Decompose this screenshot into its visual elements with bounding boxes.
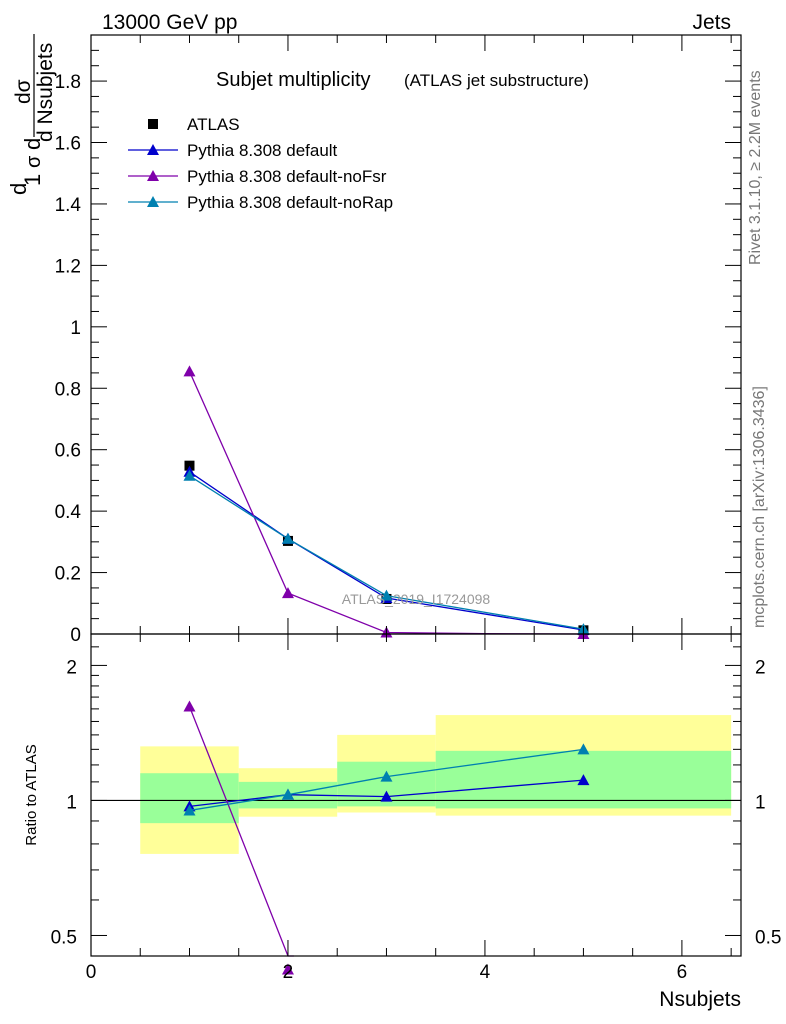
- uncertainty-band-inner: [140, 773, 239, 824]
- ylabel-denominator: d Nsubjets: [34, 43, 57, 142]
- x-axis-label: Nsubjets: [659, 988, 741, 1011]
- main-y-axis-label: d 1 σ d dσ d Nsubjets: [6, 34, 57, 195]
- ratio-data-point: [577, 774, 590, 786]
- ratio-data-point: [183, 700, 196, 712]
- legend-marker: [147, 170, 159, 181]
- legend-label: ATLAS: [187, 115, 240, 134]
- header-left: 13000 GeV pp: [102, 11, 237, 34]
- y-tick-label: 1.4: [55, 195, 82, 216]
- legend: ATLAS Pythia 8.308 default Pythia 8.308 de…: [128, 115, 393, 212]
- ylabel-d-top: d: [20, 138, 45, 150]
- ratio-y-tick-label: 2: [66, 657, 77, 678]
- ratio-plot-panel: 0 2 4 6 0.5 0.5 1 1 2 2: [51, 633, 781, 983]
- ratio-data-point: [380, 770, 393, 782]
- chart-subtitle: (ATLAS jet substructure): [404, 71, 589, 90]
- ylabel-numerator: dσ: [12, 79, 35, 104]
- analysis-watermark: ATLAS_2019_I1724098: [342, 591, 491, 607]
- x-tick-label: 6: [677, 962, 688, 983]
- ratio-series-line: [189, 748, 584, 812]
- y-tick-label: 0.2: [55, 564, 81, 585]
- y-tick-label: 1: [70, 318, 81, 339]
- ratio-y-tick-label: 0.5: [755, 927, 781, 948]
- ratio-y-tick-label: 0.5: [51, 927, 77, 948]
- ratio-y-tick-label: 1: [66, 792, 77, 813]
- data-point: [281, 587, 294, 599]
- y-tick-label: 0.4: [55, 502, 82, 523]
- series-line-3: [189, 475, 584, 630]
- y-tick-label: 1.2: [55, 256, 81, 277]
- ratio-data-point: [281, 788, 294, 800]
- y-tick-label: 0: [70, 625, 81, 646]
- legend-marker: [147, 196, 159, 207]
- x-tick-label: 4: [480, 962, 491, 983]
- ratio-data-point: [577, 743, 590, 755]
- ylabel-sigma: σ: [23, 155, 45, 168]
- ratio-data-point: [183, 804, 196, 816]
- y-tick-label: 1.8: [55, 72, 81, 93]
- data-point: [183, 365, 196, 377]
- ratio-series-line: [189, 779, 584, 808]
- data-point: [183, 469, 196, 481]
- y-tick-label: 0.8: [55, 379, 81, 400]
- ratio-plot-frame: [90, 633, 742, 957]
- ratio-data-point: [281, 963, 294, 975]
- main-plot-panel: 0 0.2 0.4 0.6 0.8 1 1.2 1.4 1.6 1.8: [55, 34, 742, 646]
- x-tick-label: 2: [283, 962, 294, 983]
- ratio-y-tick-label: 1: [755, 792, 766, 813]
- mcplots-label: mcplots.cern.ch [arXiv:1306.3436]: [751, 386, 768, 628]
- rivet-label: Rivet 3.1.10, ≥ 2.2M events: [747, 70, 764, 265]
- data-point: [380, 589, 393, 601]
- x-tick-label: 0: [86, 962, 97, 983]
- y-tick-label: 1.6: [55, 134, 81, 155]
- legend-marker: [148, 119, 158, 129]
- ratio-y-tick-label: 2: [755, 657, 766, 678]
- ratio-y-axis-label: Ratio to ATLAS: [23, 744, 40, 845]
- legend-marker: [147, 144, 159, 155]
- data-point: [281, 532, 294, 544]
- data-point: [184, 460, 195, 471]
- series-line-1: [189, 471, 584, 631]
- y-tick-label: 0.6: [55, 441, 81, 462]
- legend-label: Pythia 8.308 default-noRap: [187, 193, 393, 212]
- ratio-data-point: [380, 790, 393, 802]
- ylabel-lead: d: [6, 183, 31, 195]
- legend-label: Pythia 8.308 default-noFsr: [187, 167, 387, 186]
- ylabel-one: 1: [20, 174, 45, 186]
- legend-label: Pythia 8.308 default: [187, 141, 338, 160]
- chart-title: Subjet multiplicity: [216, 69, 371, 91]
- header-right: Jets: [692, 11, 731, 34]
